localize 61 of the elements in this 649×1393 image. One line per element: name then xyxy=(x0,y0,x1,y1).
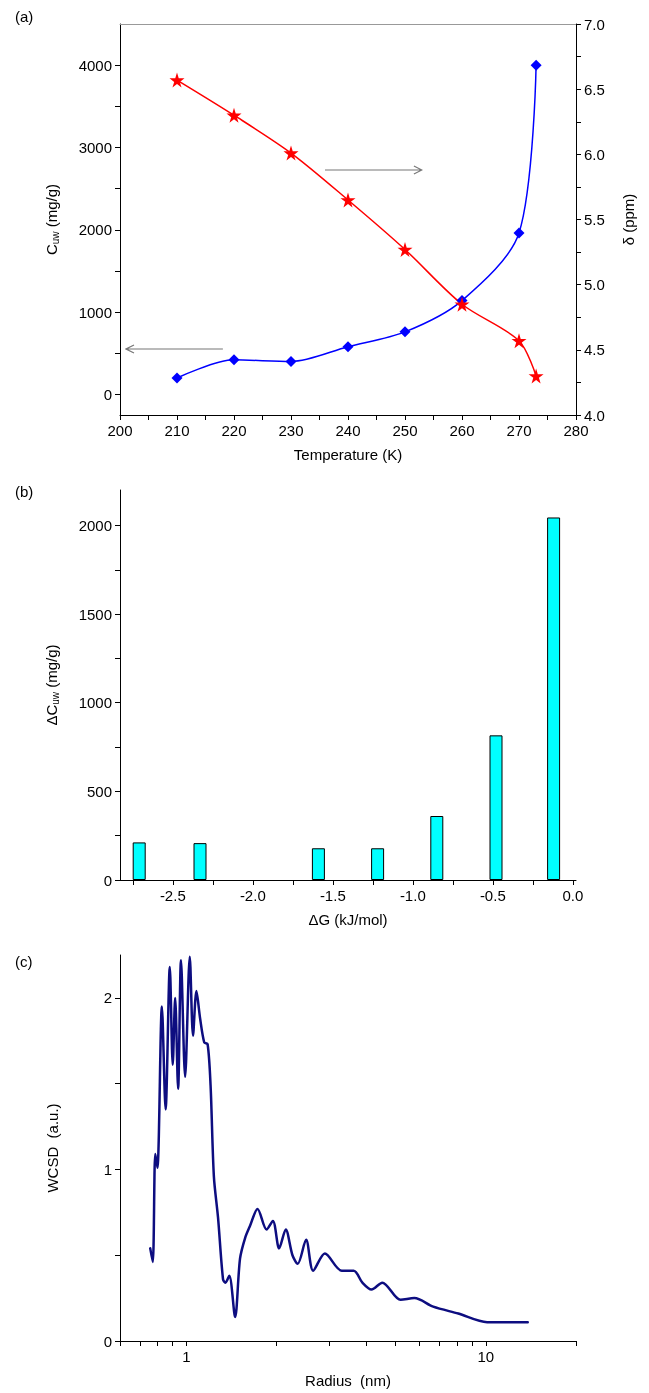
y-axis-title: WCSD (a.u.) xyxy=(44,1103,61,1193)
x-tick-label: 200 xyxy=(107,422,133,439)
x-tick-label: -2.5 xyxy=(159,887,186,904)
y-tick-label: 2000 xyxy=(78,516,112,534)
y-tick-label: 0 xyxy=(103,385,112,403)
point xyxy=(285,355,297,367)
point xyxy=(528,368,544,384)
x-tick-label: 270 xyxy=(506,422,532,439)
y-tick-label: 2 xyxy=(103,989,112,1007)
y2-tick-label: 6.0 xyxy=(584,145,605,163)
point xyxy=(226,107,242,123)
y-tick-label: 0 xyxy=(103,1332,112,1350)
x-tick-label: 280 xyxy=(563,422,589,439)
point xyxy=(171,372,183,384)
x-tick-label: 250 xyxy=(392,422,418,439)
y2-tick-label: 5.0 xyxy=(584,276,605,294)
x-tick-label: -0.5 xyxy=(479,887,506,904)
y2-tick-label: 7.0 xyxy=(584,15,605,33)
x-tick-label: 230 xyxy=(278,422,304,439)
y-axis-title: ΔCuw (mg/g) xyxy=(42,644,61,726)
x-tick-label: 240 xyxy=(335,422,361,439)
point xyxy=(511,333,527,349)
point xyxy=(530,59,542,71)
point xyxy=(513,227,525,239)
x-tick-label: 260 xyxy=(449,422,475,439)
point xyxy=(283,145,299,161)
x-tick-label: 0.0 xyxy=(562,887,584,904)
x-tick-label: -1.5 xyxy=(319,887,346,904)
y2-tick-label: 4.5 xyxy=(584,341,605,359)
chart-title: (a) xyxy=(15,8,34,25)
x-tick-label: -2.0 xyxy=(239,887,266,904)
y2-tick-label: 4.0 xyxy=(584,406,605,424)
point xyxy=(454,296,470,312)
x-axis-title: Temperature (K) xyxy=(293,446,403,463)
y-tick-label: 4000 xyxy=(78,56,112,74)
y-tick-label: 500 xyxy=(86,782,112,800)
y-tick-label: 1000 xyxy=(78,694,112,712)
x-tick-label: -1.0 xyxy=(399,887,426,904)
point xyxy=(342,341,354,353)
y2-axis-title: δ (ppm) xyxy=(620,193,637,246)
point xyxy=(169,72,185,88)
y-tick-label: 3000 xyxy=(78,138,112,156)
chart-title: (c) xyxy=(15,953,33,970)
y-tick-label: 1 xyxy=(103,1160,112,1178)
y-tick-label: 0 xyxy=(103,871,112,889)
x-tick-label: 220 xyxy=(221,422,247,439)
y2-tick-label: 5.5 xyxy=(584,211,605,228)
x-axis-title: Radius (nm) xyxy=(305,1372,391,1389)
point xyxy=(397,241,413,257)
point xyxy=(399,326,411,338)
y-tick-label: 1500 xyxy=(78,605,112,623)
chart-title: (b) xyxy=(15,483,34,500)
y2-tick-label: 6.5 xyxy=(584,80,605,98)
y-tick-label: 1000 xyxy=(78,303,112,321)
y-axis-title: Cuw (mg/g) xyxy=(42,183,61,256)
point xyxy=(340,192,356,208)
x-axis-title: ΔG (kJ/mol) xyxy=(308,911,388,928)
x-tick-label: 210 xyxy=(164,422,190,439)
x-tick-label: 10 xyxy=(477,1348,495,1365)
point xyxy=(228,354,240,366)
y-tick-label: 2000 xyxy=(78,221,112,239)
